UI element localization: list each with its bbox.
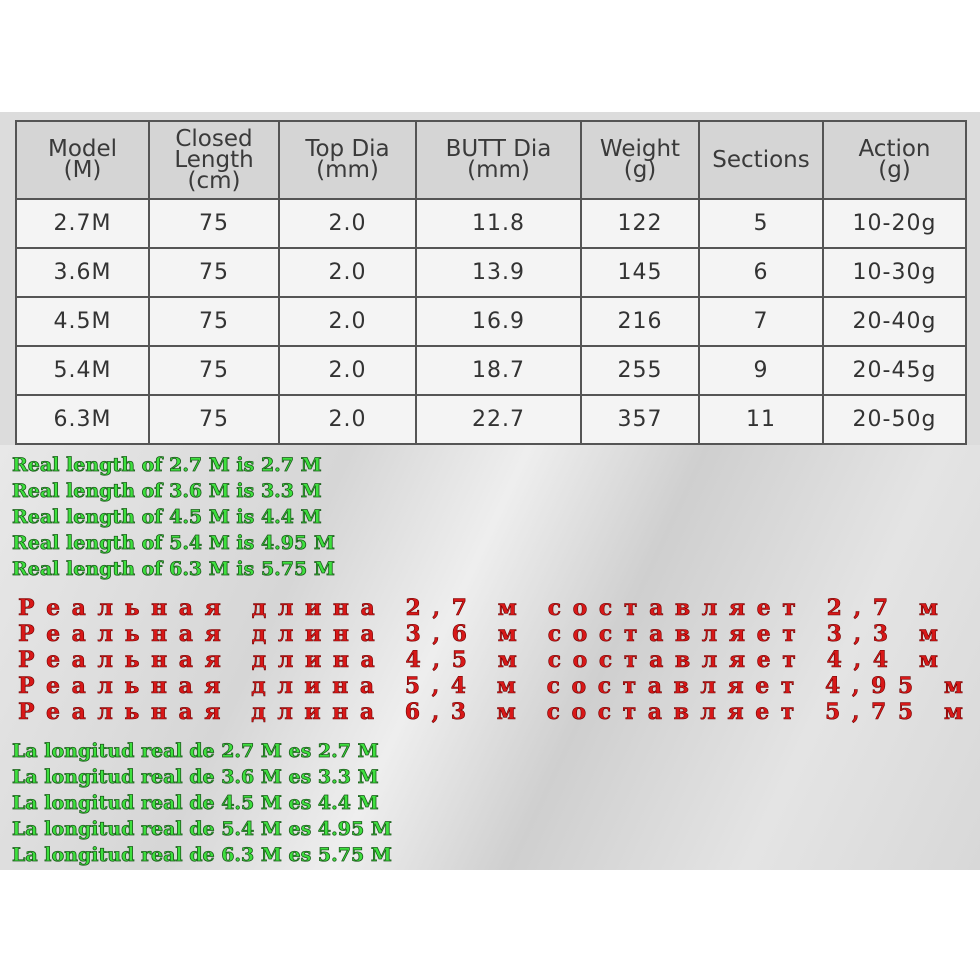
note-line: La longitud real de 3.6 M es 3.3 M bbox=[12, 766, 379, 788]
header-row: Model (M) Closed Length (cm) Top Dia (mm) B… bbox=[15, 120, 967, 200]
table-cell: 10-30g bbox=[822, 247, 967, 298]
spec-table: Model (M) Closed Length (cm) Top Dia (mm) B… bbox=[15, 120, 967, 445]
table-cell: 22.7 bbox=[415, 394, 582, 445]
table-cell: 75 bbox=[148, 345, 280, 396]
note-line: Реальная длина 5,4 м составляет 4,95 м bbox=[18, 673, 963, 699]
note-line: Real length of 3.6 M is 3.3 M bbox=[12, 480, 322, 502]
header-cell: Top Dia (mm) bbox=[278, 120, 417, 200]
header-cell: Action (g) bbox=[822, 120, 967, 200]
table-row: 3.6M 75 2.0 13.9 145 6 10-30g bbox=[15, 247, 967, 298]
table-cell: 4.5M bbox=[15, 296, 150, 347]
note-line: Реальная длина 3,6 м составляет 3,3 м bbox=[18, 621, 938, 647]
table-cell: 6 bbox=[698, 247, 824, 298]
note-line: Реальная длина 2,7 м составляет 2,7 м bbox=[18, 595, 938, 621]
table-cell: 9 bbox=[698, 345, 824, 396]
table-cell: 3.6M bbox=[15, 247, 150, 298]
table-cell: 255 bbox=[580, 345, 700, 396]
header-cell: BUTT Dia (mm) bbox=[415, 120, 582, 200]
table-cell: 2.0 bbox=[278, 394, 417, 445]
note-line: La longitud real de 5.4 M es 4.95 M bbox=[12, 818, 392, 840]
note-line: La longitud real de 4.5 M es 4.4 M bbox=[12, 792, 379, 814]
table-cell: 11 bbox=[698, 394, 824, 445]
header-cell: Closed Length (cm) bbox=[148, 120, 280, 200]
table-cell: 145 bbox=[580, 247, 700, 298]
table-cell: 20-50g bbox=[822, 394, 967, 445]
table-cell: 10-20g bbox=[822, 198, 967, 249]
header-cell: Sections bbox=[698, 120, 824, 200]
table-cell: 122 bbox=[580, 198, 700, 249]
table-cell: 2.0 bbox=[278, 345, 417, 396]
table-cell: 216 bbox=[580, 296, 700, 347]
note-line: Реальная длина 4,5 м составляет 4,4 м bbox=[18, 647, 938, 673]
header-cell: Weight (g) bbox=[580, 120, 700, 200]
table-row: 2.7M 75 2.0 11.8 122 5 10-20g bbox=[15, 198, 967, 249]
table-cell: 357 bbox=[580, 394, 700, 445]
table-row: 6.3M 75 2.0 22.7 357 11 20-50g bbox=[15, 394, 967, 445]
table-cell: 11.8 bbox=[415, 198, 582, 249]
table-cell: 5.4M bbox=[15, 345, 150, 396]
table-cell: 2.0 bbox=[278, 296, 417, 347]
notes: Real length of 2.7 M is 2.7 M Real length… bbox=[12, 454, 964, 867]
table-cell: 20-45g bbox=[822, 345, 967, 396]
background-photo bbox=[0, 445, 980, 870]
table-cell: 75 bbox=[148, 247, 280, 298]
table-cell: 5 bbox=[698, 198, 824, 249]
note-line: Real length of 5.4 M is 4.95 M bbox=[12, 532, 335, 554]
table-cell: 6.3M bbox=[15, 394, 150, 445]
note-line: La longitud real de 6.3 M es 5.75 M bbox=[12, 844, 392, 866]
table-body: 2.7M 75 2.0 11.8 122 5 10-20g 3.6M 75 2.0 13.9 145 6… bbox=[15, 198, 967, 445]
table-row: 4.5M 75 2.0 16.9 216 7 20-40g bbox=[15, 296, 967, 347]
table-cell: 2.0 bbox=[278, 247, 417, 298]
table-cell: 7 bbox=[698, 296, 824, 347]
table-cell: 2.7M bbox=[15, 198, 150, 249]
table-cell: 2.0 bbox=[278, 198, 417, 249]
note-line: Real length of 2.7 M is 2.7 M bbox=[12, 454, 322, 476]
table-cell: 20-40g bbox=[822, 296, 967, 347]
table-row: 5.4M 75 2.0 18.7 255 9 20-45g bbox=[15, 345, 967, 396]
table-cell: 75 bbox=[148, 296, 280, 347]
note-line: La longitud real de 2.7 M es 2.7 M bbox=[12, 740, 379, 762]
header-cell: Model (M) bbox=[15, 120, 150, 200]
table-cell: 16.9 bbox=[415, 296, 582, 347]
note-line: Реальная длина 6,3 м составляет 5,75 м bbox=[18, 699, 963, 725]
note-line: Real length of 6.3 M is 5.75 M bbox=[12, 558, 335, 580]
table-cell: 18.7 bbox=[415, 345, 582, 396]
table-cell: 75 bbox=[148, 394, 280, 445]
table-cell: 75 bbox=[148, 198, 280, 249]
note-line: Real length of 4.5 M is 4.4 M bbox=[12, 506, 322, 528]
table-cell: 13.9 bbox=[415, 247, 582, 298]
